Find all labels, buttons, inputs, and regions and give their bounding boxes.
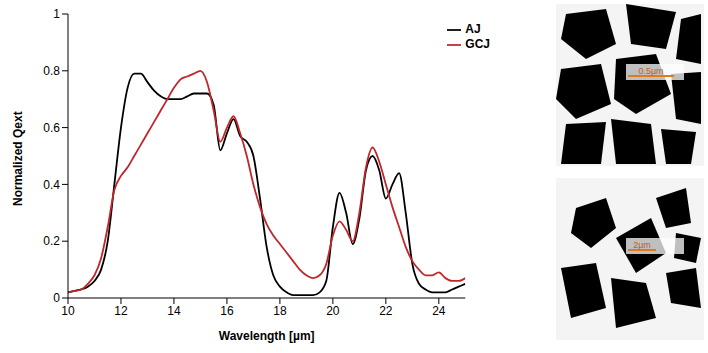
svg-text:20: 20 bbox=[326, 304, 340, 318]
svg-text:0.2: 0.2 bbox=[43, 234, 60, 248]
svg-text:22: 22 bbox=[379, 304, 393, 318]
svg-text:0.5µm: 0.5µm bbox=[638, 66, 663, 76]
svg-text:10: 10 bbox=[61, 304, 75, 318]
svg-text:0.4: 0.4 bbox=[43, 178, 60, 192]
svg-text:0.6: 0.6 bbox=[43, 121, 60, 135]
svg-text:0.8: 0.8 bbox=[43, 64, 60, 78]
svg-text:1: 1 bbox=[53, 7, 60, 21]
svg-text:12: 12 bbox=[114, 304, 128, 318]
svg-text:14: 14 bbox=[167, 304, 181, 318]
svg-text:18: 18 bbox=[273, 304, 287, 318]
html-text:GCJ: GCJ bbox=[465, 36, 490, 51]
svg-text:Wavelength [µm]: Wavelength [µm] bbox=[219, 329, 315, 343]
svg-text:24: 24 bbox=[432, 304, 446, 318]
svg-text:Normalized Qext: Normalized Qext bbox=[11, 111, 25, 206]
svg-text:0: 0 bbox=[53, 291, 60, 305]
html-text:AJ: AJ bbox=[465, 22, 481, 36]
svg-text:16: 16 bbox=[220, 304, 234, 318]
svg-text:2µm: 2µm bbox=[633, 240, 651, 250]
